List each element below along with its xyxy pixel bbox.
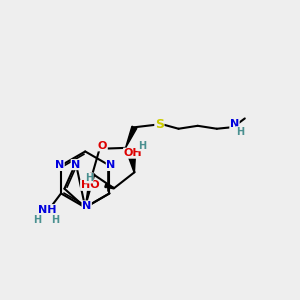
Text: N: N [82,201,91,211]
Text: H: H [51,215,59,225]
Text: H: H [33,215,41,225]
Text: H: H [85,173,93,183]
Polygon shape [130,157,135,172]
Text: OH: OH [124,148,142,158]
Text: H: H [138,141,146,151]
Text: S: S [155,118,164,131]
Polygon shape [85,173,95,207]
Text: N: N [55,160,64,170]
Text: O: O [98,141,107,151]
Text: HO: HO [81,180,99,190]
Text: N: N [71,160,80,170]
Text: NH: NH [38,205,57,214]
Text: N: N [230,119,239,129]
Text: N: N [106,160,116,170]
Text: H: H [236,127,244,137]
Polygon shape [125,126,137,148]
